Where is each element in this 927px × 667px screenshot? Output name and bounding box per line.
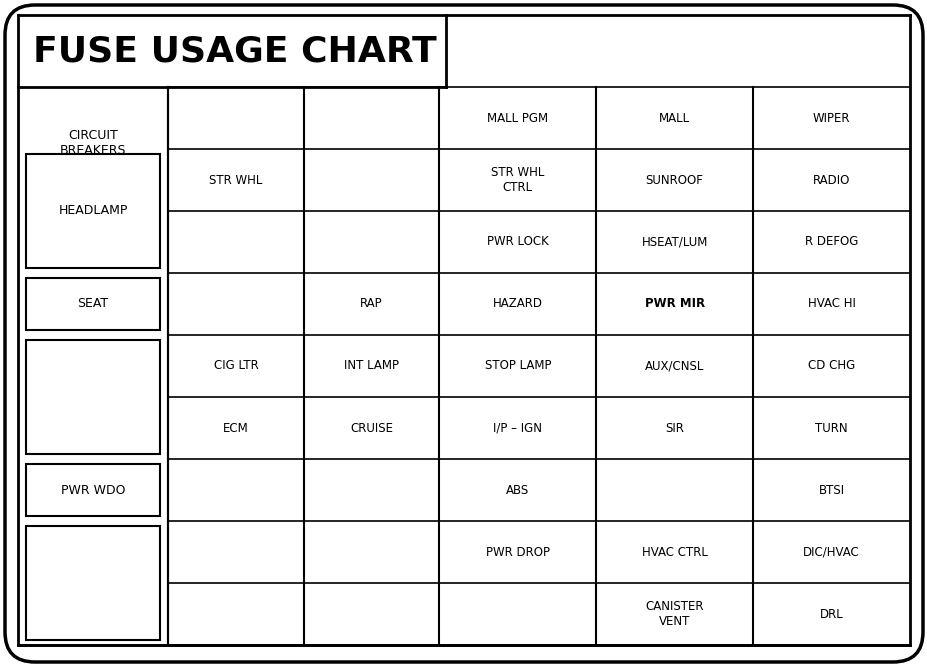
- Text: HVAC HI: HVAC HI: [806, 297, 855, 311]
- Text: PWR WDO: PWR WDO: [61, 484, 125, 496]
- Text: CIG LTR: CIG LTR: [213, 360, 258, 372]
- Text: WIPER: WIPER: [812, 111, 849, 125]
- Text: CANISTER
VENT: CANISTER VENT: [644, 600, 704, 628]
- Text: INT LAMP: INT LAMP: [344, 360, 399, 372]
- Text: ABS: ABS: [505, 484, 528, 496]
- Text: RAP: RAP: [360, 297, 383, 311]
- Text: HSEAT/LUM: HSEAT/LUM: [641, 235, 707, 249]
- Text: PWR DROP: PWR DROP: [485, 546, 549, 558]
- Text: DRL: DRL: [819, 608, 843, 620]
- Text: CIRCUIT
BREAKERS: CIRCUIT BREAKERS: [59, 129, 126, 157]
- Text: ECM: ECM: [222, 422, 248, 434]
- Text: SIR: SIR: [665, 422, 683, 434]
- Bar: [26, 526, 160, 640]
- Text: DIC/HVAC: DIC/HVAC: [802, 546, 859, 558]
- Text: RADIO: RADIO: [812, 173, 849, 187]
- Text: CRUISE: CRUISE: [349, 422, 392, 434]
- Bar: [26, 154, 160, 268]
- Text: I/P – IGN: I/P – IGN: [493, 422, 541, 434]
- Text: AUX/CNSL: AUX/CNSL: [644, 360, 704, 372]
- Text: SUNROOF: SUNROOF: [645, 173, 703, 187]
- Text: HAZARD: HAZARD: [492, 297, 542, 311]
- Text: CD CHG: CD CHG: [807, 360, 855, 372]
- Text: PWR MIR: PWR MIR: [644, 297, 704, 311]
- Text: MALL PGM: MALL PGM: [487, 111, 548, 125]
- Text: TURN: TURN: [814, 422, 847, 434]
- Text: STR WHL: STR WHL: [209, 173, 262, 187]
- FancyBboxPatch shape: [5, 5, 922, 662]
- Text: PWR LOCK: PWR LOCK: [487, 235, 548, 249]
- Text: STOP LAMP: STOP LAMP: [484, 360, 551, 372]
- Text: HEADLAMP: HEADLAMP: [58, 205, 128, 217]
- Bar: [26, 340, 160, 454]
- Text: MALL: MALL: [658, 111, 690, 125]
- Text: R DEFOG: R DEFOG: [804, 235, 857, 249]
- Text: SEAT: SEAT: [78, 297, 108, 311]
- Bar: [26, 278, 160, 330]
- Text: STR WHL
CTRL: STR WHL CTRL: [490, 166, 544, 194]
- Text: HVAC CTRL: HVAC CTRL: [641, 546, 706, 558]
- Bar: [26, 464, 160, 516]
- Text: BTSI: BTSI: [818, 484, 844, 496]
- Text: FUSE USAGE CHART: FUSE USAGE CHART: [33, 34, 437, 68]
